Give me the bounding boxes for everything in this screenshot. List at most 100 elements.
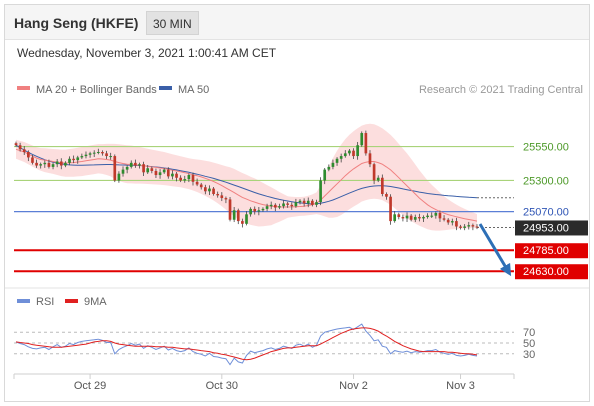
ma50-legend-label: MA 50	[178, 84, 209, 96]
candle-body	[261, 208, 265, 211]
candle-body	[446, 219, 450, 223]
ma50-legend-swatch	[159, 86, 172, 90]
candle-body	[245, 214, 248, 224]
candle-body	[323, 169, 327, 181]
candle-body	[405, 215, 409, 219]
support-2-tag	[515, 264, 588, 280]
candle-body	[265, 206, 269, 209]
candle-body	[166, 169, 170, 177]
candle-body	[311, 200, 314, 205]
candle-body	[88, 153, 92, 155]
candle-body	[348, 150, 351, 154]
main-legend: MA 20 + Bollinger Bands MA 50 Research ©…	[17, 84, 583, 96]
ma20-line	[15, 148, 478, 222]
rsi-level-label: 30	[523, 349, 535, 361]
candle-body	[31, 157, 34, 163]
candle-body	[72, 158, 75, 161]
candle-body	[253, 208, 257, 212]
chart-datetime: Wednesday, November 3, 2021 1:00:41 AM C…	[17, 46, 277, 60]
candle-body	[14, 143, 18, 146]
candle-body	[80, 156, 84, 158]
candle-body	[356, 145, 359, 157]
candle-body	[171, 173, 174, 177]
candle-body	[96, 152, 100, 153]
candle-body	[212, 188, 215, 194]
current-price-tag	[515, 220, 588, 236]
candle-body	[430, 215, 434, 217]
candle-body	[434, 212, 438, 216]
x-tick-label: Oct 30	[206, 380, 238, 392]
ma20-legend-label: MA 20 + Bollinger Bands	[36, 84, 157, 96]
candle-body	[236, 210, 240, 222]
interval-button[interactable]: 30 MIN	[146, 11, 199, 35]
candle-body	[450, 221, 454, 223]
candle-body	[471, 225, 475, 227]
candle-body	[413, 217, 417, 220]
x-tick-label: Nov 3	[446, 380, 475, 392]
candle-body	[401, 217, 405, 219]
bollinger-band	[16, 123, 477, 231]
candle-body	[389, 196, 392, 222]
candle-body	[331, 162, 335, 167]
candle-body	[204, 187, 207, 192]
candle-body	[129, 162, 133, 167]
candle-body	[199, 184, 203, 188]
candle-body	[335, 158, 339, 163]
candle-body	[101, 152, 104, 154]
candle-body	[418, 217, 421, 219]
candle-body	[162, 169, 166, 173]
candle-body	[282, 203, 285, 207]
candle-body	[220, 195, 224, 199]
resistance-1-label: 25300.00	[523, 175, 569, 187]
candle-body	[195, 181, 199, 185]
candle-body	[360, 133, 364, 146]
candle-body	[273, 204, 277, 208]
candle-body	[422, 217, 425, 219]
candle-body	[43, 162, 47, 165]
candle-body	[59, 161, 63, 166]
rsi-ma-legend-swatch	[65, 299, 78, 303]
candle-body	[372, 164, 376, 181]
candle-body	[306, 200, 310, 204]
rsi-ma-legend-label: 9MA	[84, 296, 107, 308]
candle-body	[113, 156, 117, 181]
current-price-label: 24953.00	[523, 222, 569, 234]
candle-body	[294, 202, 298, 207]
rsi-legend-swatch	[17, 299, 30, 303]
candle-body	[125, 166, 129, 170]
candle-body	[208, 188, 211, 192]
candle-body	[84, 154, 88, 157]
candle-body	[368, 153, 372, 165]
candle-body	[409, 215, 413, 220]
candle-body	[51, 164, 55, 167]
candle-body	[150, 168, 154, 171]
candle-body	[463, 226, 466, 228]
candle-body	[343, 153, 347, 157]
candle-body	[191, 175, 195, 182]
candle-body	[241, 221, 244, 224]
candle-body	[438, 212, 442, 219]
candle-body	[35, 162, 38, 166]
ma20-legend-swatch	[17, 86, 30, 90]
candle-body	[22, 149, 26, 152]
candle-body	[393, 214, 397, 222]
candle-body	[278, 206, 281, 208]
candle-body	[249, 208, 252, 215]
candle-body	[187, 175, 191, 180]
candle-body	[352, 150, 355, 157]
rsi-line	[15, 323, 478, 366]
rsi-ma-line	[15, 327, 478, 361]
candle-body	[142, 164, 145, 173]
candle-body	[339, 156, 343, 159]
candle-body	[442, 218, 446, 220]
candle-body	[224, 198, 228, 200]
candle-body	[55, 161, 59, 165]
support-1-label: 24785.00	[523, 245, 569, 257]
candle-body	[109, 156, 113, 158]
candle-body	[183, 179, 187, 181]
candle-body	[27, 152, 30, 158]
candle-body	[92, 152, 96, 154]
candle-body	[426, 215, 429, 218]
candle-body	[269, 204, 273, 207]
